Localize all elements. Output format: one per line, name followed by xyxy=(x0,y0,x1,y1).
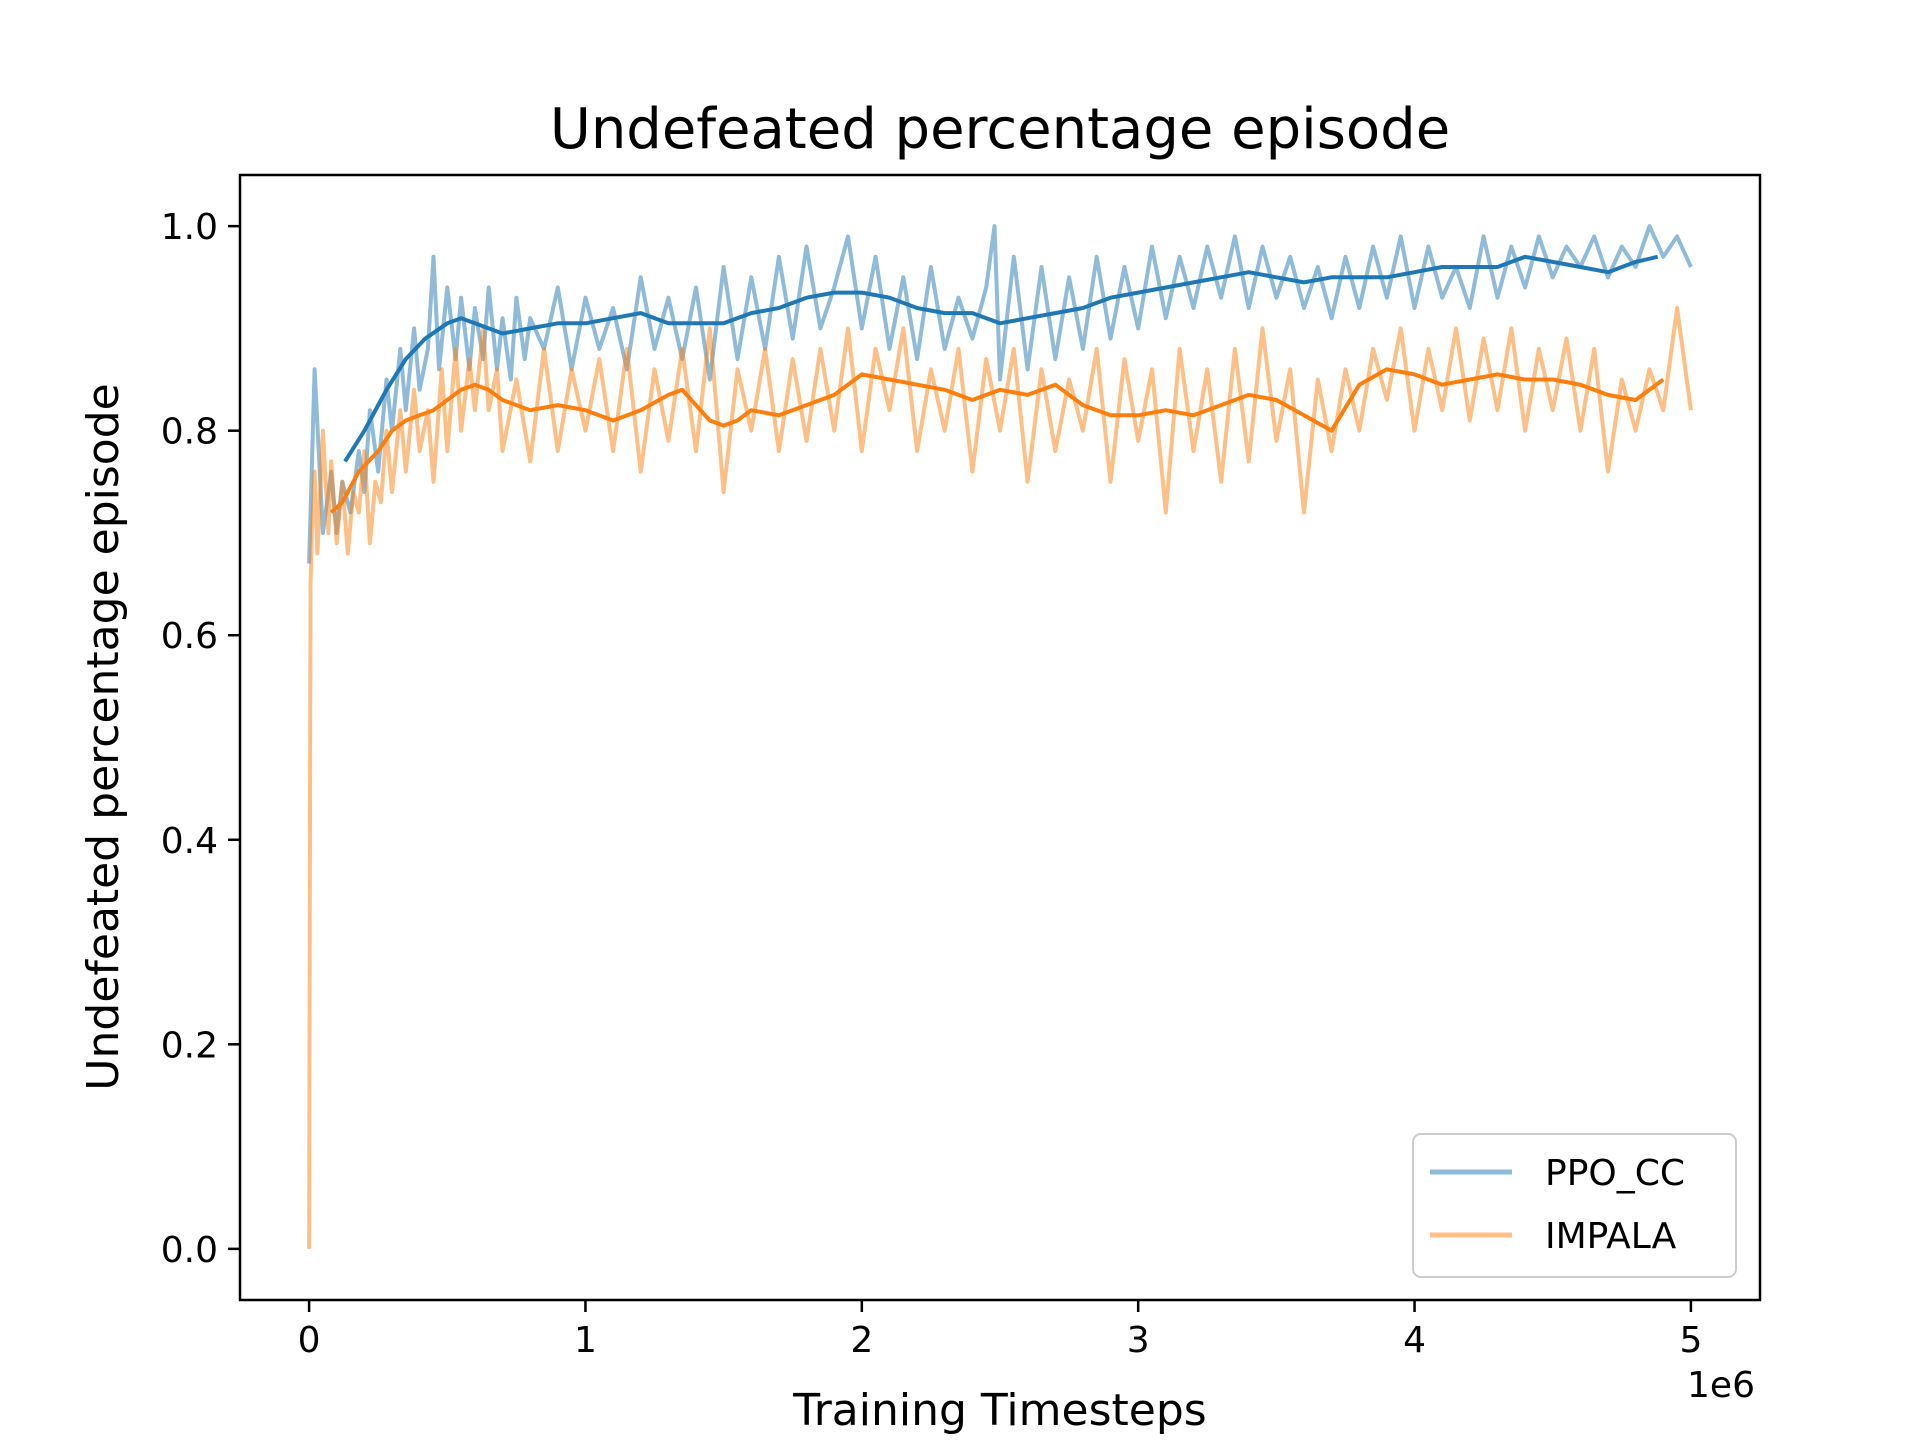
plot-frame xyxy=(238,173,1762,1302)
series-line-smoothed-ppo-cc xyxy=(343,254,1659,463)
x-tick-label: 4 xyxy=(1403,1320,1426,1361)
plot-area xyxy=(238,173,1762,1302)
y-tick-label: 0.4 xyxy=(161,821,218,862)
legend-label-ppo-cc: PPO_CC xyxy=(1545,1153,1685,1194)
x-tick-label: 2 xyxy=(850,1320,873,1361)
chart-title: Undefeated percentage episode xyxy=(550,97,1450,162)
series-line-raw-impala xyxy=(307,306,1693,1249)
y-tick-label: 0.6 xyxy=(161,616,218,657)
legend: PPO_CC IMPALA xyxy=(1412,1133,1737,1278)
x-axis-offset-label: 1e6 xyxy=(1687,1365,1755,1406)
y-tick-label: 0.8 xyxy=(161,412,218,453)
x-tick-label: 5 xyxy=(1679,1320,1702,1361)
y-axis: 0.0 0.2 0.4 0.6 0.8 1.0 xyxy=(161,207,240,1271)
x-tick-label: 0 xyxy=(298,1320,321,1361)
x-axis: 0 1 2 3 4 5 xyxy=(298,1300,1702,1361)
legend-label-impala: IMPALA xyxy=(1545,1216,1677,1257)
x-axis-label: Training Timesteps xyxy=(792,1385,1206,1436)
y-tick-label: 0.2 xyxy=(161,1025,218,1066)
y-tick-label: 0.0 xyxy=(161,1230,218,1271)
y-axis-label: Undefeated percentage episode xyxy=(78,383,129,1090)
series-line-smoothed-impala xyxy=(329,367,1665,514)
x-tick-label: 1 xyxy=(574,1320,597,1361)
x-tick-label: 3 xyxy=(1127,1320,1150,1361)
series-layer xyxy=(307,224,1693,1249)
y-tick-label: 1.0 xyxy=(161,207,218,248)
